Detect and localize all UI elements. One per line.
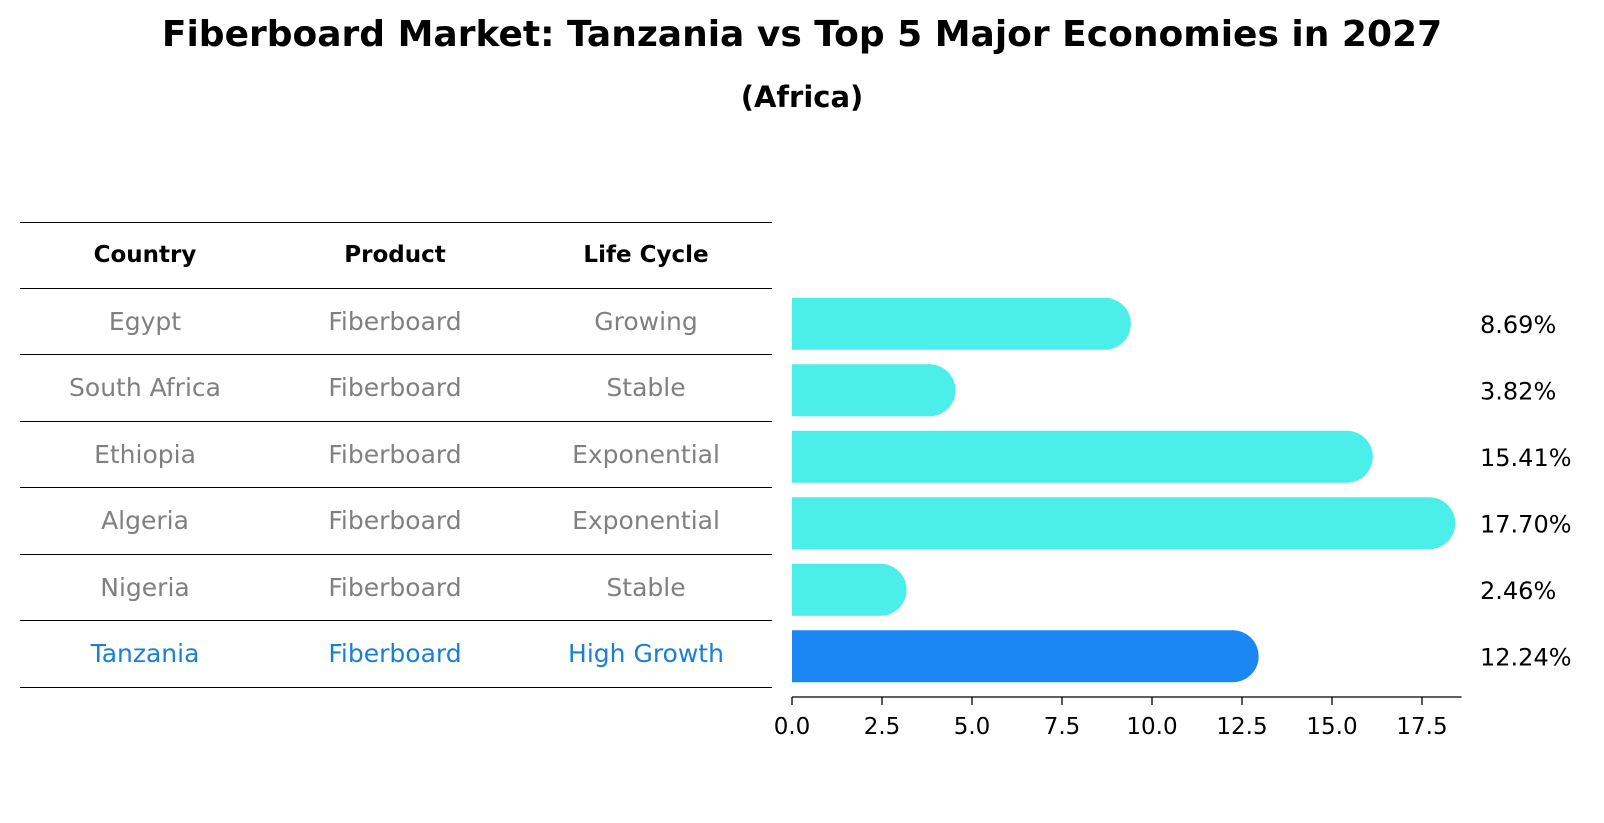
life-cycle-cell: High Growth: [568, 639, 724, 669]
x-tick-label: 7.5: [1044, 714, 1081, 740]
table-row-highlight: Tanzania Fiberboard High Growth: [20, 621, 772, 688]
product-cell: Fiberboard: [328, 306, 462, 336]
table-row: Ethiopia Fiberboard Exponential: [20, 422, 772, 488]
product-cell: Fiberboard: [328, 639, 462, 669]
bar-tanzania: [792, 630, 1259, 683]
product-cell: Fiberboard: [328, 572, 462, 602]
bar-south-africa: [792, 364, 956, 417]
x-tick-label: 5.0: [954, 714, 991, 740]
life-cycle-cell: Stable: [606, 373, 686, 403]
value-label: 2.46%: [1480, 577, 1556, 605]
header-life-cycle: Life Cycle: [583, 242, 709, 269]
product-cell: Fiberboard: [328, 439, 462, 469]
table-row: Egypt Fiberboard Growing: [20, 289, 772, 355]
country-cell: Egypt: [108, 306, 182, 336]
chart-title: Fiberboard Market: Tanzania vs Top 5 Maj…: [161, 14, 1443, 55]
x-tick-label: 12.5: [1216, 714, 1267, 740]
table-row: Nigeria Fiberboard Stable: [20, 555, 772, 621]
x-tick-label: 0.0: [774, 714, 811, 740]
table-header-row: Country Product Life Cycle: [20, 222, 772, 289]
country-cell: Nigeria: [100, 572, 190, 602]
country-cell: Tanzania: [90, 639, 200, 669]
table-row: South Africa Fiberboard Stable: [20, 355, 772, 422]
x-tick-label: 17.5: [1396, 714, 1447, 740]
chart-subtitle: (Africa): [740, 80, 864, 114]
country-cell: Algeria: [101, 506, 189, 536]
product-cell: Fiberboard: [328, 373, 462, 403]
country-cell: Ethiopia: [94, 439, 196, 469]
life-cycle-cell: Growing: [594, 306, 698, 336]
life-cycle-cell: Exponential: [572, 506, 720, 536]
value-label: 15.41%: [1480, 444, 1572, 472]
country-table: Country Product Life Cycle Egypt Fiberbo…: [20, 222, 772, 688]
header-product: Product: [344, 242, 446, 269]
life-cycle-cell: Exponential: [572, 439, 720, 469]
bar-algeria: [792, 497, 1456, 550]
x-tick-label: 2.5: [864, 714, 901, 740]
table-row: Algeria Fiberboard Exponential: [20, 488, 772, 555]
product-cell: Fiberboard: [328, 506, 462, 536]
value-label: 8.69%: [1480, 311, 1556, 339]
value-label: 17.70%: [1480, 510, 1572, 538]
bar-ethiopia: [792, 430, 1373, 483]
value-label: 3.82%: [1480, 377, 1556, 405]
value-label: 12.24%: [1480, 643, 1572, 671]
bar-nigeria: [792, 563, 907, 616]
x-tick-label: 10.0: [1126, 714, 1177, 740]
country-cell: South Africa: [69, 373, 221, 403]
life-cycle-cell: Stable: [606, 572, 686, 602]
bar-egypt: [792, 297, 1131, 350]
x-tick-label: 15.0: [1306, 714, 1357, 740]
header-country: Country: [93, 242, 197, 269]
